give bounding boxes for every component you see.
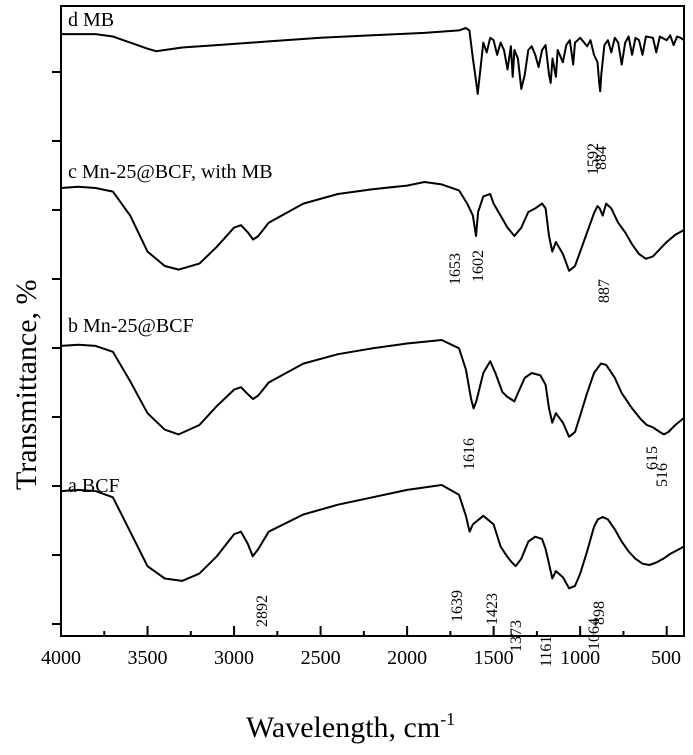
series-a-bcf-line (60, 484, 685, 590)
x-tick-label: 4000 (41, 647, 81, 669)
x-tick-label: 1500 (474, 647, 514, 669)
peak-label-a-2892: 2892 (254, 595, 271, 627)
x-tick-label: 1000 (560, 647, 600, 669)
peak-label-a-898: 898 (591, 601, 608, 625)
x-tick-label: 500 (651, 647, 681, 669)
peak-label-b-1616: 1616 (461, 438, 478, 470)
x-tick-label: 2000 (387, 647, 427, 669)
peak-label-a-1161: 1161 (538, 636, 555, 667)
plot-frame (60, 5, 685, 637)
series-label-d: d MB (68, 9, 114, 31)
peak-label-b-615: 615 (644, 446, 661, 470)
peak-label-a-1639: 1639 (449, 590, 466, 622)
peak-label-a-1373: 1373 (508, 620, 525, 652)
peak-label-c-1653: 1653 (447, 253, 464, 285)
x-tick-label: 2500 (301, 647, 341, 669)
series-label-a: a BCF (68, 475, 120, 497)
y-axis-title: Transmittance, % (10, 279, 43, 490)
peak-label-c-887: 887 (596, 279, 613, 303)
peak-label-b-516: 516 (654, 463, 671, 487)
series-label-c: c Mn-25@BCF, with MB (68, 161, 273, 183)
x-axis-title-superscript: -1 (440, 709, 455, 729)
series-b-mn25-bcf-line (60, 339, 685, 438)
peak-label-d-1592: 1592 (585, 143, 602, 175)
x-tick-label: 3000 (214, 647, 254, 669)
x-tick-label: 3500 (128, 647, 168, 669)
x-axis-ticks: 4000 3500 3000 2500 2000 1500 1000 500 (41, 626, 681, 669)
peak-label-c-1602: 1602 (470, 250, 487, 282)
peak-label-a-1064: 1064 (586, 618, 603, 650)
series-d-mb-line (61, 27, 685, 95)
y-axis-ticks (52, 71, 61, 625)
peak-label-a-1423: 1423 (484, 593, 501, 625)
x-axis-title: Wavelength, cm-1 (246, 709, 455, 744)
series-c-mn25-bcf-with-mb-line (60, 181, 685, 272)
series-label-b: b Mn-25@BCF (68, 315, 194, 337)
peak-label-d-884: 884 (593, 146, 610, 170)
